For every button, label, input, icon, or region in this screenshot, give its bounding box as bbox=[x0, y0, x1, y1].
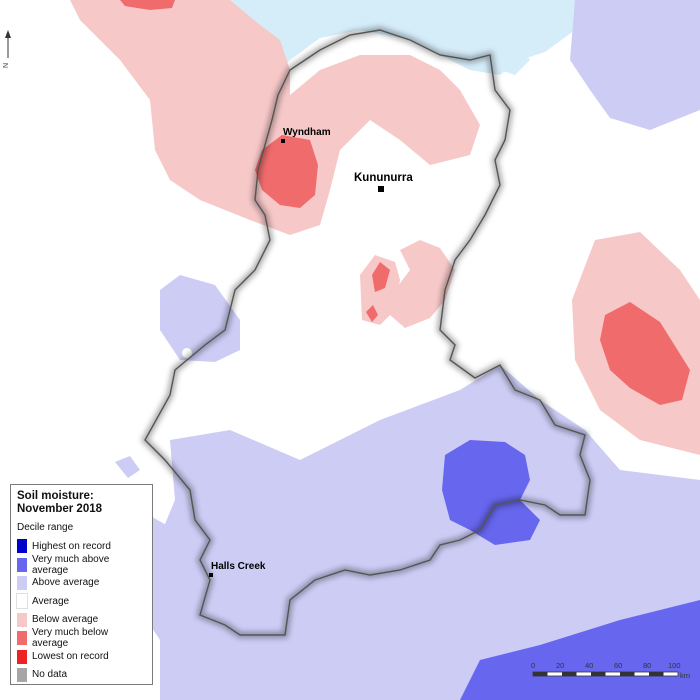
very-much-above-average-zone bbox=[442, 440, 540, 545]
kununurra-label: Kununurra bbox=[354, 172, 413, 184]
legend-item-average: Average bbox=[16, 592, 146, 610]
legend-item-label: Highest on record bbox=[32, 540, 111, 552]
legend-swatch bbox=[17, 612, 27, 627]
above-average-zone-northeast bbox=[570, 0, 700, 130]
region-boundary bbox=[144, 29, 591, 636]
wyndham-label: Wyndham bbox=[283, 127, 331, 138]
legend-item-very-much-above: Very much above average bbox=[17, 553, 146, 576]
ocean-inlet bbox=[490, 45, 530, 75]
very-much-below-average-zone-central bbox=[372, 262, 390, 292]
legend-item-lowest: Lowest on record bbox=[17, 647, 146, 665]
wyndham-marker bbox=[281, 139, 285, 143]
scale-tick-60: 60 bbox=[614, 661, 622, 670]
north-arrow-icon: N bbox=[3, 30, 11, 68]
legend-item-highest: Highest on record bbox=[17, 537, 146, 555]
legend-swatch bbox=[17, 649, 27, 664]
scale-tick-20: 20 bbox=[556, 661, 564, 670]
legend-item-label: Average bbox=[32, 595, 70, 607]
scale-tick-100: 100 bbox=[668, 661, 681, 670]
legend-swatch bbox=[17, 667, 27, 682]
above-average-zone-south bbox=[140, 365, 700, 700]
above-average-zone-west bbox=[160, 275, 240, 362]
legend-swatch bbox=[17, 557, 27, 572]
scale-bar: 0 20 40 60 80 100 km bbox=[531, 661, 690, 680]
halls-creek-marker bbox=[209, 573, 213, 577]
above-average-zone-w-small bbox=[115, 456, 140, 478]
very-much-below-average-zone-top bbox=[120, 0, 175, 10]
legend-item-no-data: No data bbox=[17, 666, 146, 684]
legend-item-label: Very much below average bbox=[32, 627, 109, 650]
scale-tick-0: 0 bbox=[531, 661, 535, 670]
very-much-below-average-zone-wyndham bbox=[255, 135, 318, 208]
below-average-zone-central2 bbox=[390, 240, 455, 328]
legend-swatch bbox=[17, 575, 27, 590]
legend-item-label: Very much above average bbox=[32, 553, 110, 576]
legend-item-label: Lowest on record bbox=[32, 651, 109, 663]
legend-item-very-much-below: Very much below average bbox=[17, 627, 146, 650]
legend-title-line1: Soil moisture: bbox=[17, 490, 94, 502]
very-much-below-average-zone-central2 bbox=[366, 305, 378, 322]
legend-item-above: Above average bbox=[17, 574, 146, 592]
legend-swatch bbox=[17, 631, 27, 646]
legend-item-label: Above average bbox=[32, 577, 100, 589]
scale-tick-80: 80 bbox=[643, 661, 651, 670]
kununurra-marker bbox=[378, 186, 384, 192]
legend-item-label: Below average bbox=[32, 614, 99, 626]
scale-tick-40: 40 bbox=[585, 661, 593, 670]
legend-item-below: Below average bbox=[17, 611, 146, 629]
north-label: N bbox=[3, 63, 10, 68]
legend-swatch bbox=[17, 539, 27, 554]
legend-subtitle: Decile range bbox=[17, 522, 74, 533]
legend-items: Highest on record Very much above averag… bbox=[16, 537, 146, 684]
very-much-above-average-zone-top bbox=[638, 0, 690, 30]
legend-title-line2: November 2018 bbox=[17, 503, 103, 515]
very-much-below-average-zone-east bbox=[600, 302, 690, 405]
halls-creek-label: Halls Creek bbox=[211, 561, 266, 572]
legend-item-label: No data bbox=[32, 669, 68, 681]
scale-unit: km bbox=[680, 671, 690, 680]
map-legend: Soil moisture: November 2018 Decile rang… bbox=[10, 484, 153, 685]
legend-swatch bbox=[16, 593, 28, 610]
